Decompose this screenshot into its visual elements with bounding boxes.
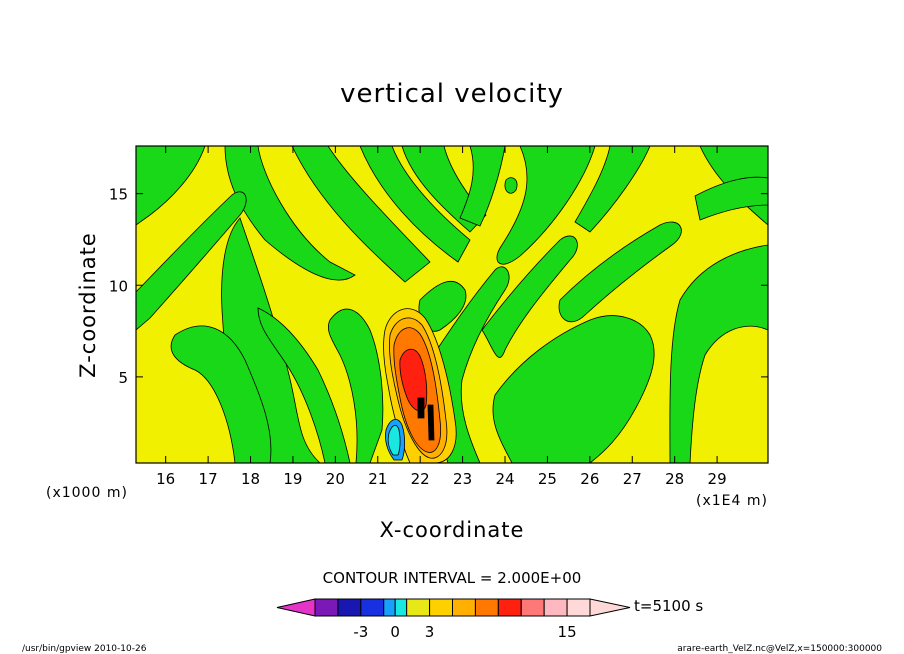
colorbar-low-arrow	[276, 598, 316, 617]
green-wave-bands	[136, 146, 768, 463]
y-tick-label: 15	[109, 186, 128, 204]
colorbar-swatch-7	[452, 598, 476, 617]
plot-frame	[135, 145, 769, 464]
x-tick-label: 24	[495, 470, 514, 488]
green-band-3	[359, 146, 471, 263]
x-tick-label: 21	[368, 470, 387, 488]
green-band-5	[459, 146, 506, 227]
updraft-contour-3	[399, 348, 428, 412]
colorbar-swatch-3	[383, 598, 396, 617]
x-tick-label: 18	[241, 470, 260, 488]
colorbar-swatch-12	[566, 598, 591, 617]
green-band-17	[558, 221, 682, 322]
x-tick-label: 23	[453, 470, 472, 488]
x-tick-label: 28	[665, 470, 684, 488]
green-band-15	[481, 235, 578, 358]
updraft-contour-6	[387, 425, 401, 456]
colorbar-swatch-8	[474, 598, 499, 617]
colorbar-swatch-6	[429, 598, 454, 617]
x-tick-label: 19	[283, 470, 302, 488]
footer-left: /usr/bin/gpview 2010-10-26	[22, 644, 147, 654]
contour-interval-text: CONTOUR INTERVAL = 2.000E+00	[323, 569, 582, 587]
x-axis: 16 17 18 19 20 21 22 23 24 25 26 27 28 29	[156, 146, 727, 488]
colorbar-swatch-2	[360, 598, 385, 617]
footer-right: arare-earth_VelZ.nc@VelZ,x=150000:300000	[677, 644, 882, 654]
colorbar-labels: -3 0 3 15	[353, 623, 576, 641]
colorbar-swatch-1	[337, 598, 362, 617]
green-band-0	[136, 146, 206, 226]
y-unit-label: (x1000 m)	[46, 485, 128, 501]
y-tick-label: 5	[118, 369, 128, 387]
y-axis: 5 10 15	[109, 186, 768, 387]
green-band-9	[136, 191, 247, 331]
colorbar-swatch-11	[543, 598, 568, 617]
updraft-contour-4	[417, 397, 435, 441]
colorbar-swatch-9	[497, 598, 522, 617]
colorbar-label: -3	[353, 623, 368, 641]
x-unit-label: (x1E4 m)	[696, 493, 768, 509]
colorbar-swatch-5	[406, 598, 431, 617]
x-tick-label: 27	[623, 470, 642, 488]
colorbar-swatch-0	[314, 598, 339, 617]
y-tick-label: 10	[109, 277, 128, 295]
x-tick-label: 16	[156, 470, 175, 488]
colorbar-label: 0	[390, 623, 400, 641]
colorbar-label: 3	[425, 623, 435, 641]
green-band-21	[504, 177, 518, 194]
green-band-18	[669, 244, 768, 463]
x-tick-label: 26	[580, 470, 599, 488]
green-band-19	[694, 176, 768, 221]
x-tick-label: 25	[538, 470, 557, 488]
green-band-7	[574, 146, 651, 233]
time-label: t=5100 s	[634, 597, 703, 615]
x-tick-label: 20	[326, 470, 345, 488]
colorbar-label: 15	[558, 623, 577, 641]
x-tick-label: 22	[411, 470, 430, 488]
green-band-12	[257, 307, 351, 463]
green-band-2	[291, 146, 431, 283]
green-band-6	[496, 146, 596, 265]
chart-title: vertical velocity	[340, 79, 564, 109]
plot-area	[136, 146, 768, 463]
x-tick-label: 17	[199, 470, 218, 488]
updraft-core	[383, 308, 457, 463]
colorbar-swatch-10	[520, 598, 545, 617]
colorbar	[276, 598, 631, 617]
colorbar-swatch-4	[394, 598, 408, 617]
colorbar-high-arrow	[589, 598, 631, 617]
x-tick-label: 29	[708, 470, 727, 488]
green-band-13	[327, 308, 384, 463]
x-axis-title: X-coordinate	[380, 518, 525, 542]
y-axis-title: Z-coordinate	[76, 232, 100, 378]
